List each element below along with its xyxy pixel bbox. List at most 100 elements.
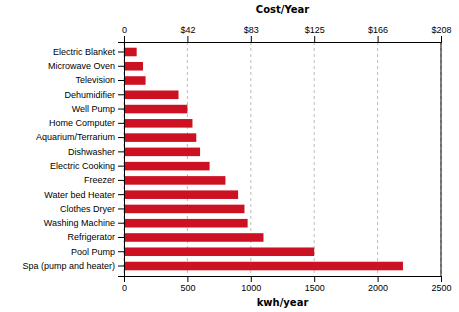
tick-label: 2500 xyxy=(431,283,451,293)
bar xyxy=(124,262,403,271)
axis-line xyxy=(125,36,442,43)
tick: Aquarium/Terrarium xyxy=(36,132,124,142)
tick: Pool Pump xyxy=(71,247,124,257)
tick-mark xyxy=(118,266,124,267)
tick-label: Water bed Heater xyxy=(44,190,115,200)
tick-label: Aquarium/Terrarium xyxy=(36,132,115,142)
tick-mark xyxy=(118,94,124,95)
tick-label: Electric Cooking xyxy=(50,161,115,171)
tick-label: $42 xyxy=(180,25,195,35)
tick-label: Refrigerator xyxy=(67,232,115,242)
plot: 050010001500200025000$42$83$125$166$208S… xyxy=(22,25,451,293)
bars xyxy=(124,48,403,271)
tick-mark xyxy=(118,208,124,209)
tick: Dehumidifier xyxy=(64,90,124,100)
tick-mark xyxy=(251,276,252,282)
tick: Dishwasher xyxy=(68,147,124,157)
tick-mark xyxy=(314,36,315,42)
bar xyxy=(124,62,143,71)
tick-label: 1500 xyxy=(305,283,325,293)
tick: 2000 xyxy=(368,276,388,293)
bar xyxy=(124,148,200,157)
bar xyxy=(124,233,263,242)
tick-mark xyxy=(118,109,124,110)
tick-label: Washing Machine xyxy=(44,218,115,228)
tick-label: 500 xyxy=(180,283,195,293)
tick: $42 xyxy=(180,25,195,42)
bar xyxy=(124,162,210,171)
tick-label: Home Computer xyxy=(49,118,115,128)
frame xyxy=(441,42,442,276)
tick-mark xyxy=(441,276,442,282)
tick-mark xyxy=(118,66,124,67)
tick: Water bed Heater xyxy=(44,190,124,200)
tick: Washing Machine xyxy=(44,218,124,228)
tick-label: $83 xyxy=(244,25,259,35)
grid-line xyxy=(377,42,378,276)
grid xyxy=(124,42,441,276)
tick-label: 1000 xyxy=(241,283,261,293)
tick-mark xyxy=(118,251,124,252)
bar xyxy=(124,76,146,85)
tick: 1500 xyxy=(305,276,325,293)
tick: Home Computer xyxy=(49,118,124,128)
tick-mark xyxy=(187,276,188,282)
tick: 1000 xyxy=(241,276,261,293)
tick-label: Dehumidifier xyxy=(64,90,115,100)
tick: 0 xyxy=(122,25,127,42)
tick-label: Television xyxy=(75,75,115,85)
chart: 050010001500200025000$42$83$125$166$208S… xyxy=(0,0,459,312)
tick-mark xyxy=(251,36,252,42)
tick: Electric Cooking xyxy=(50,161,124,171)
axis-line xyxy=(118,43,125,277)
tick-mark xyxy=(118,180,124,181)
tick: Television xyxy=(75,75,124,85)
tick: Electric Blanket xyxy=(53,47,124,57)
tick: $208 xyxy=(431,25,451,42)
tick-label: Microwave Oven xyxy=(48,61,115,71)
x-axis-title: kwh/year xyxy=(257,297,309,308)
x2-axis: 0$42$83$125$166$208 xyxy=(122,25,452,43)
tick-label: 0 xyxy=(122,283,127,293)
tick-mark xyxy=(378,276,379,282)
tick-label: Electric Blanket xyxy=(53,47,116,57)
tick-label: Clothes Dryer xyxy=(60,204,115,214)
tick-mark xyxy=(124,36,125,42)
tick: Microwave Oven xyxy=(48,61,124,71)
tick-label: 2000 xyxy=(368,283,388,293)
x-axis: 0 500 1000 1500 2000 2500 xyxy=(122,276,452,293)
tick: 2500 xyxy=(431,276,451,293)
bar xyxy=(124,119,192,128)
x2-axis-title: Cost/Year xyxy=(256,4,309,15)
tick: $166 xyxy=(368,25,388,42)
tick-label: $166 xyxy=(368,25,388,35)
tick: Clothes Dryer xyxy=(60,204,124,214)
tick: 0 xyxy=(122,276,127,293)
y-axis: Spa (pump and heater) Pool Pump Refrigerat… xyxy=(22,43,124,277)
tick-label: Freezer xyxy=(84,175,115,185)
bar xyxy=(124,219,248,228)
tick-label: Spa (pump and heater) xyxy=(22,261,115,271)
tick-mark xyxy=(441,36,442,42)
bar xyxy=(124,48,137,57)
bar xyxy=(124,105,187,114)
tick-mark xyxy=(118,237,124,238)
tick-label: Pool Pump xyxy=(71,247,115,257)
tick-label: 0 xyxy=(122,25,127,35)
tick-mark xyxy=(118,151,124,152)
tick-mark xyxy=(378,36,379,42)
tick: Freezer xyxy=(84,175,124,185)
bar xyxy=(124,176,225,185)
bar xyxy=(124,205,244,214)
bar xyxy=(124,91,179,100)
tick-mark xyxy=(118,51,124,52)
bar xyxy=(124,133,196,142)
tick-label: Well Pump xyxy=(72,104,115,114)
bar xyxy=(124,247,314,256)
tick-mark xyxy=(118,223,124,224)
grid-line xyxy=(314,42,315,276)
tick: Refrigerator xyxy=(67,232,124,242)
bar xyxy=(124,190,238,199)
tick-mark xyxy=(118,166,124,167)
tick-mark xyxy=(118,137,124,138)
